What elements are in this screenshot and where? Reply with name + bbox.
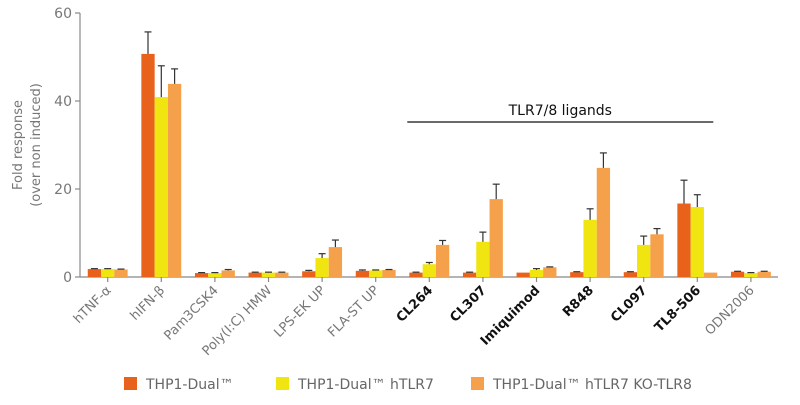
y-tick-label: 60 [54, 6, 72, 22]
x-tick-label: CL307 [447, 283, 489, 325]
bar [596, 167, 611, 277]
bar [114, 269, 128, 277]
x-tick-label: R848 [560, 283, 597, 320]
annotation-label: TLR7/8 ligands [508, 103, 612, 119]
y-tick-label: 40 [54, 94, 72, 110]
x-tick-label: CL097 [608, 283, 650, 325]
legend-label: THP1-Dual™ [145, 377, 234, 393]
legend-swatch [124, 377, 137, 390]
bar [744, 273, 758, 277]
bar [650, 234, 664, 277]
bar [302, 271, 316, 277]
bar [462, 272, 477, 277]
bar [677, 203, 691, 277]
bar [355, 270, 370, 277]
bar [382, 269, 396, 277]
bars [87, 31, 771, 277]
legend-swatch [276, 377, 289, 390]
bar [583, 219, 597, 277]
bar [543, 267, 557, 277]
bar [422, 264, 436, 277]
x-tick-label: LPS-EK UP [271, 283, 329, 341]
bar [328, 247, 343, 277]
bar [703, 272, 718, 277]
x-tick-label: FLA-ST UP [325, 283, 382, 340]
bar [757, 271, 771, 277]
bar [476, 241, 490, 277]
bar [141, 53, 155, 277]
bar [570, 272, 584, 277]
bar [369, 270, 383, 277]
bar [529, 269, 544, 277]
bar [409, 272, 423, 277]
bar [690, 207, 704, 277]
x-tick-label: hTNF-α [71, 283, 115, 327]
y-axis: 0 20 40 60 [54, 6, 81, 286]
legend-label: THP1-Dual™ hTLR7 [297, 377, 434, 393]
y-tick-label: 0 [63, 270, 72, 286]
bar [623, 272, 638, 277]
y-axis-label-line2: (over non induced) [29, 83, 44, 207]
bar [489, 199, 503, 277]
bar [208, 273, 222, 277]
bar [730, 271, 745, 277]
y-axis-label: Fold response (over non induced) [11, 83, 44, 207]
bar [516, 272, 530, 277]
legend: THP1-Dual™ THP1-Dual™ hTLR7 THP1-Dual™ hTL… [124, 377, 692, 393]
bar [261, 272, 276, 277]
bar [167, 83, 182, 277]
bar [315, 258, 329, 277]
bar [637, 244, 651, 277]
bar [101, 269, 115, 277]
bar [221, 270, 235, 277]
tlr78-annotation: TLR7/8 ligands [407, 103, 714, 123]
bar [435, 244, 450, 277]
legend-swatch [471, 377, 484, 390]
y-axis-label-line1: Fold response [11, 100, 26, 190]
y-tick-label: 20 [54, 182, 72, 198]
bar [248, 272, 262, 277]
x-tick-label: CL264 [394, 283, 436, 325]
x-tick-label: ODN2006 [703, 283, 758, 338]
bar [154, 97, 168, 277]
bar [275, 272, 289, 277]
bar [194, 273, 209, 277]
bar [87, 269, 102, 277]
legend-label: THP1-Dual™ hTLR7 KO-TLR8 [492, 377, 692, 393]
x-tick-label: hIFN-β [128, 283, 168, 323]
x-tick-label: TL8-506 [652, 283, 704, 335]
